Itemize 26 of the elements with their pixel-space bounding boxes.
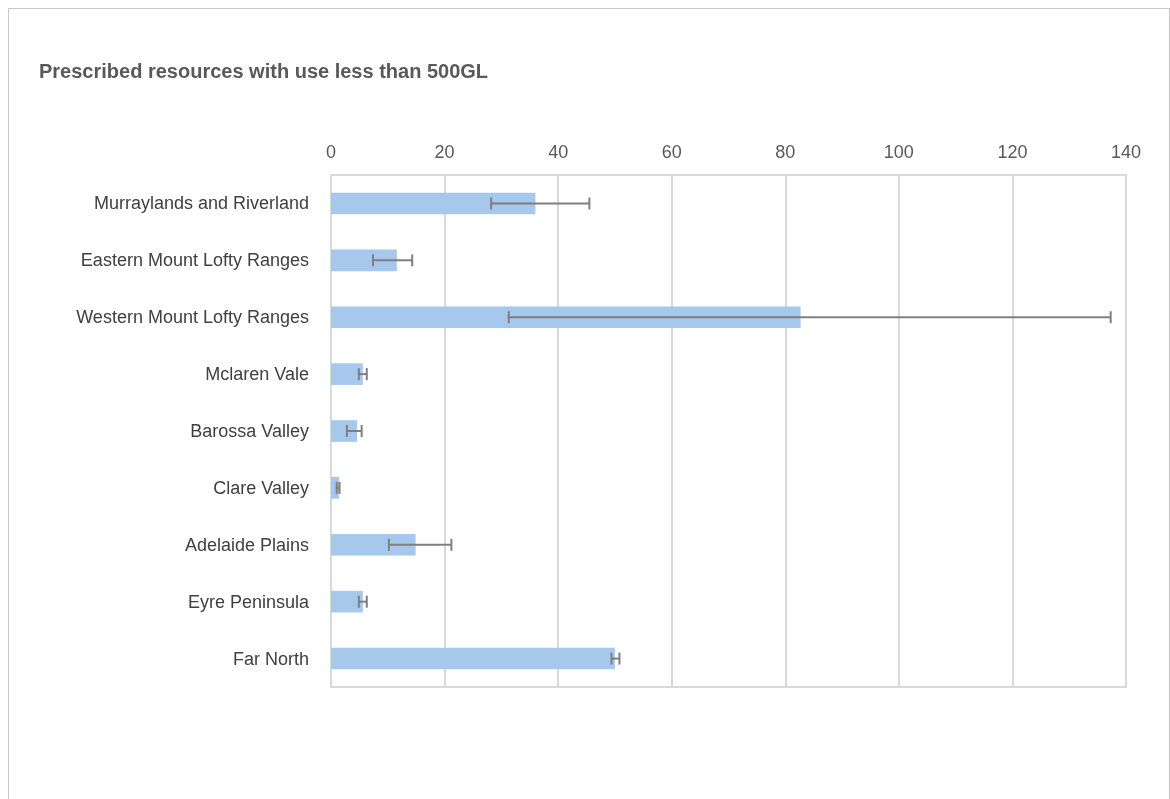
- x-tick-label: 120: [997, 142, 1028, 162]
- bar: [331, 249, 397, 272]
- y-tick-label: Murraylands and Riverland: [93, 193, 309, 214]
- x-tick-label: 20: [434, 142, 455, 162]
- x-tick-label: 140: [1110, 142, 1142, 162]
- x-tick-label: 80: [775, 142, 796, 162]
- bar: [331, 363, 363, 385]
- y-tick-label: Mclaren Vale: [205, 364, 309, 385]
- y-tick-label: Western Mount Lofty Ranges: [76, 307, 309, 328]
- bar: [331, 306, 801, 329]
- x-tick-label: 100: [883, 142, 914, 162]
- y-tick-label: Barossa Valley: [190, 421, 309, 441]
- bar: [331, 420, 358, 442]
- x-tick-label: 0: [325, 142, 337, 162]
- y-tick-label: Clare Valley: [213, 477, 309, 498]
- y-tick-label: Eastern Mount Lofty Ranges: [80, 250, 309, 271]
- x-tick-label: 60: [661, 142, 682, 162]
- y-tick-label: Adelaide Plains: [184, 534, 309, 555]
- chart-title: Prescribed resources with use less than 500GL: [39, 60, 489, 82]
- bar: [331, 647, 615, 670]
- bar: [331, 192, 536, 215]
- bar: [331, 590, 363, 613]
- y-tick-label: Eyre Peninsula: [187, 591, 310, 612]
- x-tick-label: 40: [548, 142, 569, 162]
- bar: [331, 533, 416, 556]
- y-tick-label: Far North: [232, 648, 309, 669]
